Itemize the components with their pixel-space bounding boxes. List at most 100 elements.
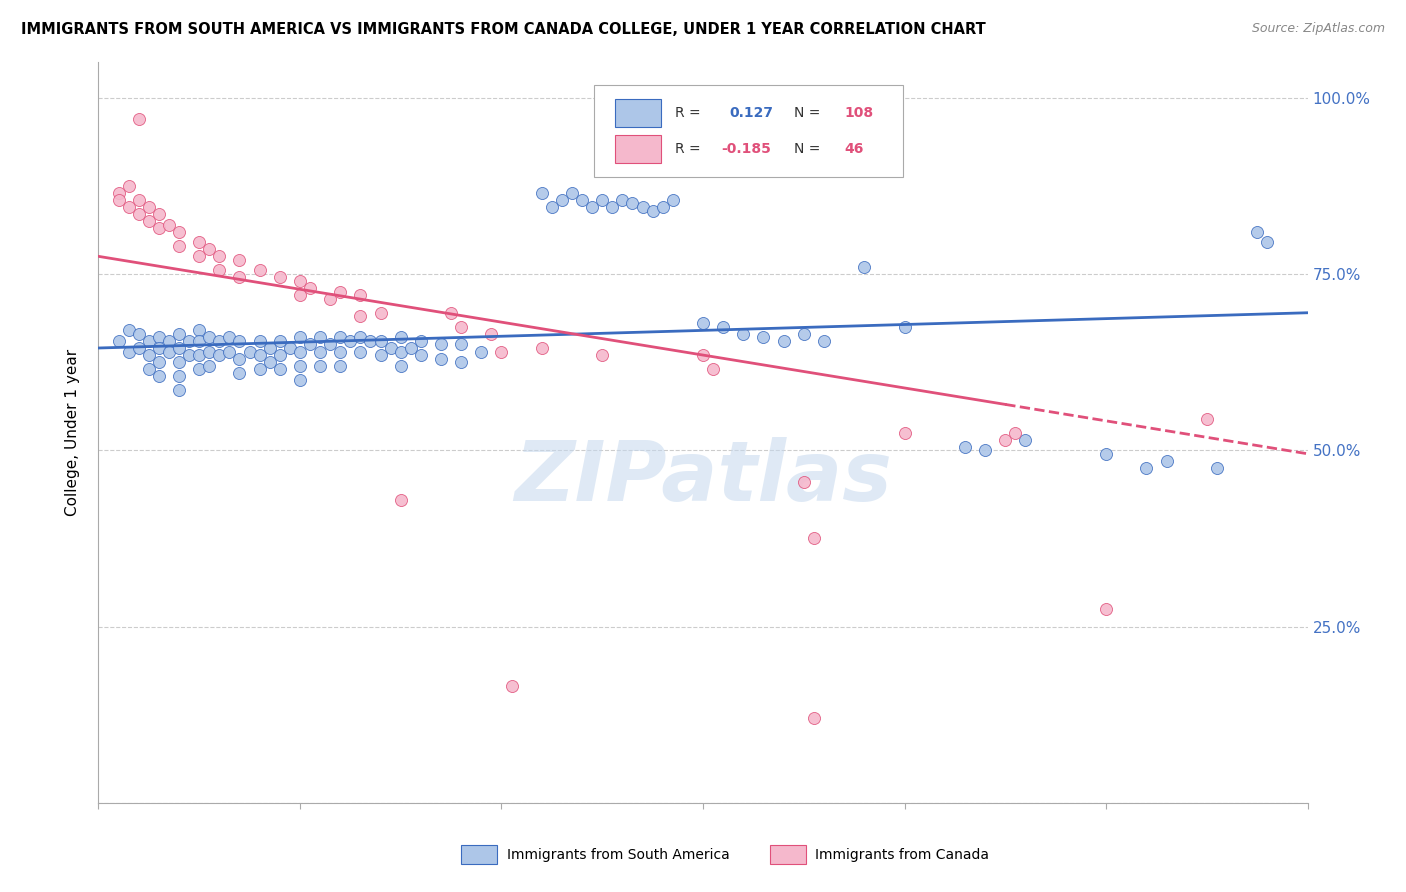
Point: [389, 344, 412, 359]
Point: [370, 334, 392, 348]
Point: [329, 359, 352, 373]
Point: [409, 348, 432, 362]
Point: [167, 369, 190, 384]
Y-axis label: College, Under 1 year: College, Under 1 year: [65, 349, 80, 516]
Point: [450, 337, 472, 351]
Point: [208, 263, 231, 277]
Point: [602, 200, 624, 214]
Point: [299, 281, 322, 295]
Point: [118, 178, 141, 193]
Point: [198, 330, 221, 344]
Point: [128, 326, 150, 341]
Text: Source: ZipAtlas.com: Source: ZipAtlas.com: [1251, 22, 1385, 36]
Point: [198, 242, 221, 256]
Point: [138, 334, 160, 348]
Point: [591, 348, 613, 362]
Point: [803, 711, 825, 725]
Text: Immigrants from Canada: Immigrants from Canada: [815, 847, 990, 862]
FancyBboxPatch shape: [614, 135, 661, 163]
Point: [370, 348, 392, 362]
Point: [148, 330, 170, 344]
Point: [198, 344, 221, 359]
Point: [692, 316, 714, 330]
Point: [430, 351, 453, 366]
Text: R =: R =: [675, 106, 706, 120]
Text: Immigrants from South America: Immigrants from South America: [508, 847, 730, 862]
Point: [1195, 411, 1218, 425]
Point: [167, 341, 190, 355]
Point: [157, 334, 180, 348]
Point: [581, 200, 603, 214]
Point: [167, 326, 190, 341]
Point: [380, 341, 402, 355]
Point: [591, 193, 613, 207]
Text: ZIPatlas: ZIPatlas: [515, 436, 891, 517]
Point: [138, 214, 160, 228]
Point: [157, 218, 180, 232]
Point: [157, 344, 180, 359]
FancyBboxPatch shape: [461, 845, 498, 864]
Point: [853, 260, 876, 274]
Point: [1246, 225, 1268, 239]
Point: [953, 440, 976, 454]
Point: [309, 330, 332, 344]
Point: [329, 285, 352, 299]
Point: [148, 207, 170, 221]
Point: [228, 351, 250, 366]
Point: [128, 207, 150, 221]
Point: [188, 323, 211, 337]
Point: [148, 221, 170, 235]
Point: [179, 348, 201, 362]
FancyBboxPatch shape: [595, 85, 903, 178]
Point: [128, 341, 150, 355]
Point: [259, 341, 281, 355]
Point: [389, 492, 412, 507]
Point: [803, 532, 825, 546]
Point: [118, 344, 141, 359]
Point: [733, 326, 755, 341]
Point: [813, 334, 835, 348]
Point: [239, 344, 262, 359]
Point: [1256, 235, 1278, 250]
Point: [228, 270, 250, 285]
FancyBboxPatch shape: [769, 845, 806, 864]
Point: [288, 274, 311, 288]
Point: [188, 362, 211, 376]
Point: [772, 334, 794, 348]
Text: N =: N =: [793, 142, 824, 156]
Text: R =: R =: [675, 142, 706, 156]
Point: [179, 334, 201, 348]
Point: [399, 341, 422, 355]
Point: [107, 193, 129, 207]
Point: [249, 348, 271, 362]
Point: [1004, 425, 1026, 440]
Point: [299, 337, 322, 351]
Point: [440, 306, 463, 320]
Point: [994, 433, 1017, 447]
Point: [612, 193, 634, 207]
Point: [208, 249, 231, 263]
Point: [1206, 461, 1229, 475]
Point: [167, 239, 190, 253]
Point: [1156, 454, 1178, 468]
Point: [228, 366, 250, 380]
Point: [389, 330, 412, 344]
Point: [360, 334, 382, 348]
Point: [269, 270, 291, 285]
Point: [329, 344, 352, 359]
Point: [118, 200, 141, 214]
Point: [167, 355, 190, 369]
Point: [288, 330, 311, 344]
Point: [349, 288, 371, 302]
Point: [551, 193, 574, 207]
Point: [571, 193, 593, 207]
Point: [893, 425, 915, 440]
Point: [481, 326, 503, 341]
Point: [118, 323, 141, 337]
Point: [249, 263, 271, 277]
Point: [530, 341, 553, 355]
Point: [370, 306, 392, 320]
Point: [249, 334, 271, 348]
Point: [228, 334, 250, 348]
Text: N =: N =: [793, 106, 824, 120]
